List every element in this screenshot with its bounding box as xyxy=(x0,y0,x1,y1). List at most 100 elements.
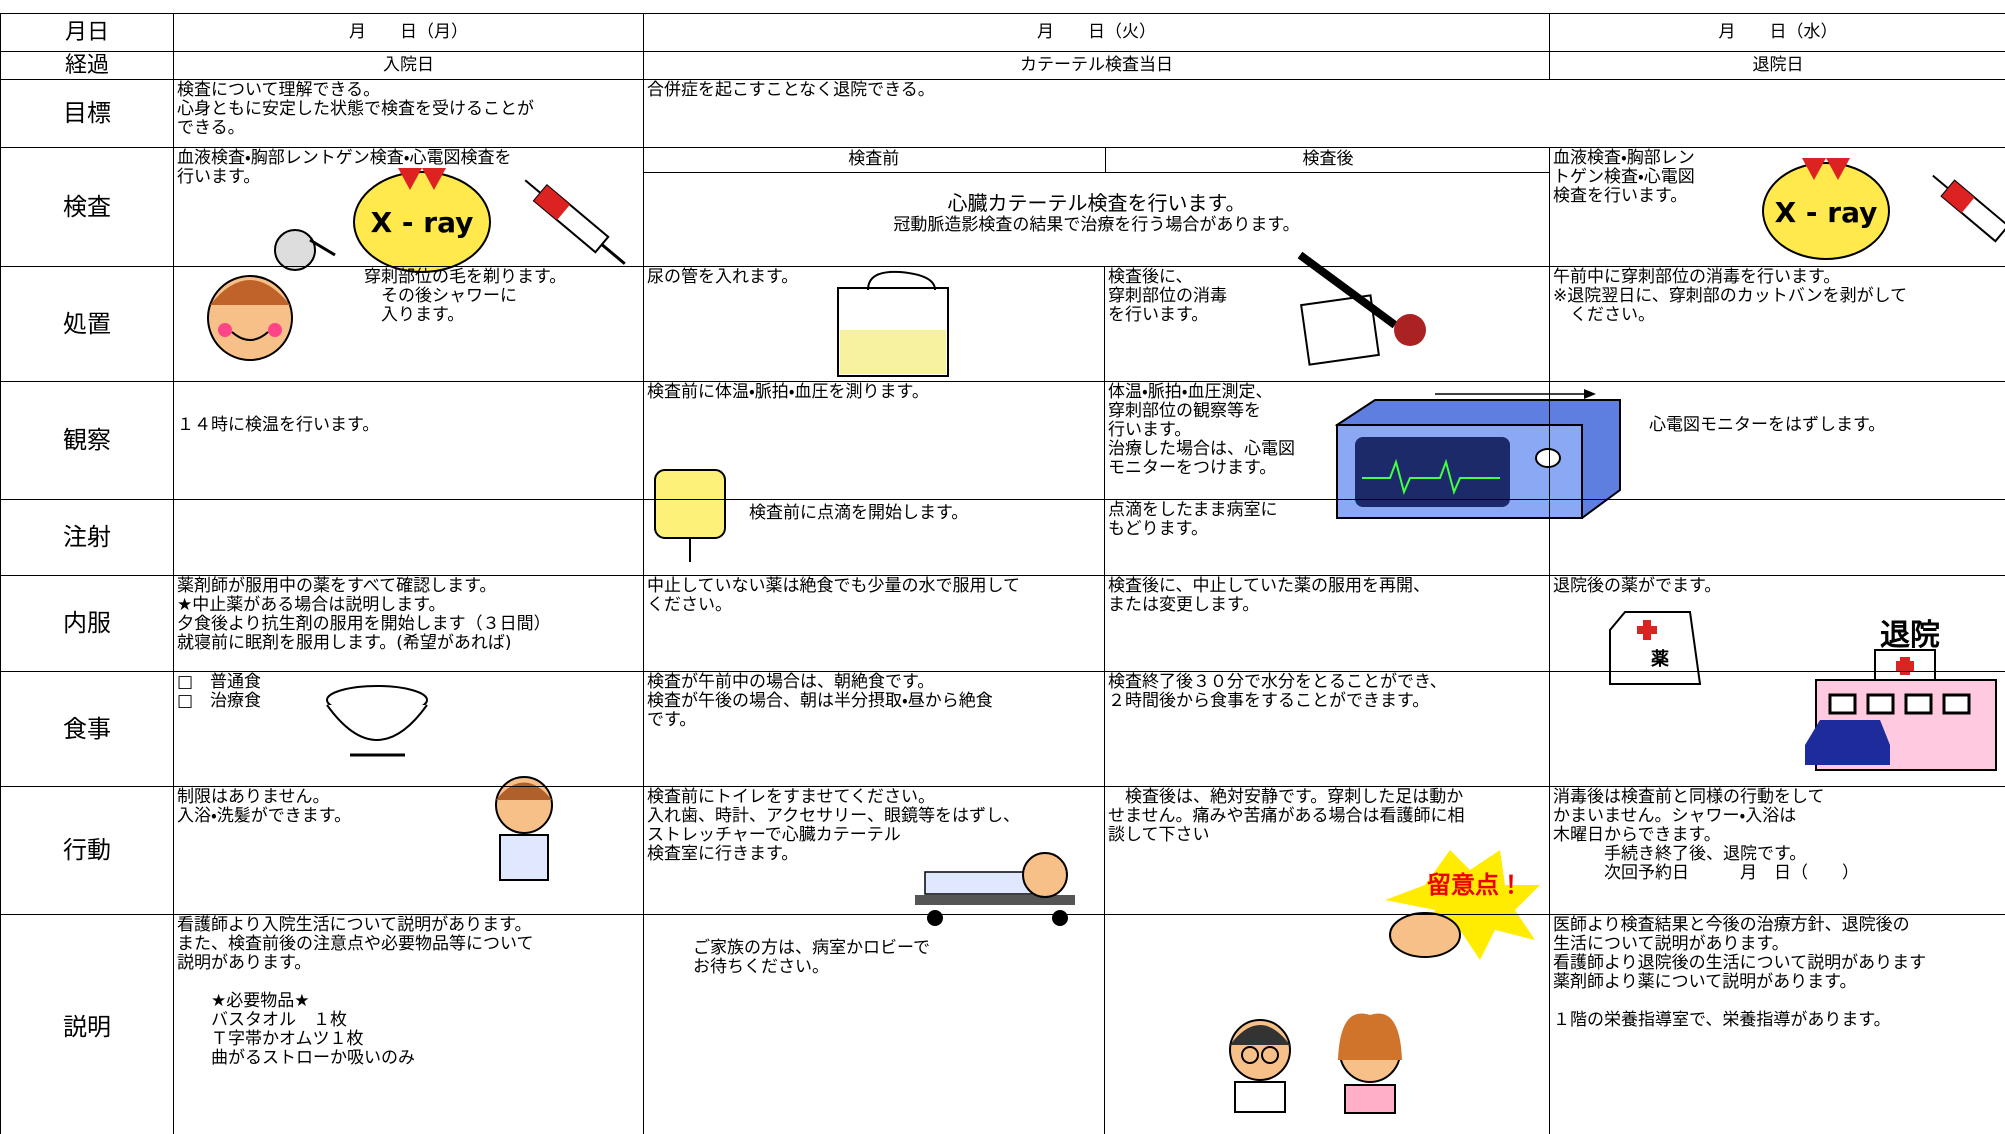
medicine-label: 薬 xyxy=(1651,649,1669,670)
row-label-cell: 食事 xyxy=(0,671,173,786)
table-cell: 検査が午前中の場合は、朝絶食です。 検査が午後の場合、朝は半分摂取・昼から絶食 … xyxy=(643,671,1104,786)
cell-text: 尿の管を入れます。 xyxy=(647,267,799,287)
cell-text: 検査 xyxy=(63,192,111,221)
table-cell: 薬剤師が服用中の薬をすべて確認します。 ★中止薬がある場合は説明します。 夕食後… xyxy=(173,575,643,671)
cell-text: 検査前にトイレをすませてください。 入れ歯、時計、アクセサリー、眼鏡等をはずし、… xyxy=(647,787,1020,864)
urine-bag-icon xyxy=(837,270,949,377)
table-cell xyxy=(1104,914,1549,1134)
cell-text: 血液検査・胸部レン トゲン検査・心電図 検査を行います。 xyxy=(1553,148,1695,206)
table-cell: ご家族の方は、病室かロビーで お待ちください。 xyxy=(643,914,1104,1134)
cell-text: 処置 xyxy=(63,309,111,338)
xray-label: X - ray xyxy=(1775,196,1878,229)
cell-text: 検査前に体温・脈拍・血圧を測ります。 xyxy=(647,382,929,402)
cell-text: 検査について理解できる。 心身ともに安定した状態で検査を受けることが できる。 xyxy=(177,80,534,138)
table-cell: 穿刺部位の毛を剃ります。 その後シャワーに 入ります。 xyxy=(173,266,643,381)
table-cell: 入院日 xyxy=(173,51,643,79)
row-label-cell: 目標 xyxy=(0,79,173,147)
cell-text: 月 日（火） xyxy=(1037,22,1156,42)
cell-text: 血液検査・胸部レントゲン検査・心電図検査を 行います。 xyxy=(177,148,512,187)
radiation-mark xyxy=(1802,158,1850,180)
cell-text: ご家族の方は、病室かロビーで お待ちください。 xyxy=(693,938,930,977)
sub-heading-cell: 検査前 xyxy=(642,147,1105,173)
table-cell: 検査前にトイレをすませてください。 入れ歯、時計、アクセサリー、眼鏡等をはずし、… xyxy=(643,786,1104,914)
table-cell: １４時に検温を行います。 xyxy=(173,381,643,499)
row-label-cell: 処置 xyxy=(0,266,173,381)
syringe-icon xyxy=(1932,174,2005,243)
arrow-head xyxy=(1584,389,1596,399)
cell-text: 注射 xyxy=(63,523,111,551)
table-cell: カテーテル検査当日 xyxy=(643,51,1549,79)
caution-label: 留意点！ xyxy=(1427,871,1523,899)
table-cell: 検査後は、絶対安静です。穿刺した足は動か せません。痛みや苦痛がある場合は看護師… xyxy=(1104,786,1549,914)
table-cell: 血液検査・胸部レン トゲン検査・心電図 検査を行います。 xyxy=(1549,147,2005,266)
table-cell xyxy=(1549,499,2005,575)
row-label-cell: 行動 xyxy=(0,786,173,914)
cell-text: 薬剤師が服用中の薬をすべて確認します。 ★中止薬がある場合は説明します。 夕食後… xyxy=(177,576,551,653)
table-cell: 検査前に体温・脈拍・血圧を測ります。 xyxy=(643,381,1104,499)
cell-text: 医師より検査結果と今後の治療方針、退院後の 生活について説明があります。 看護師… xyxy=(1553,915,1927,1030)
cell-text: 退院後の薬がでます。 xyxy=(1553,576,1722,596)
row-label-cell: 月日 xyxy=(0,13,173,51)
cell-text: １４時に検温を行います。 xyxy=(177,415,380,435)
table-cell: 月 日（火） xyxy=(643,13,1549,51)
table-cell: 制限はありません。 入浴・洗髪ができます。 xyxy=(173,786,643,914)
cell-text: 看護師より入院生活について説明があります。 また、検査前後の注意点や必要物品等に… xyxy=(177,915,534,1068)
cell-text: 検査前に点滴を開始します。 xyxy=(749,503,969,523)
medicine-bag-icon: 薬 xyxy=(1609,611,1702,685)
table-cell: 看護師より入院生活について説明があります。 また、検査前後の注意点や必要物品等に… xyxy=(173,914,643,1134)
cell-text: 月日 xyxy=(64,20,109,45)
xray-icon xyxy=(1762,162,1890,260)
table-cell: 点滴をしたまま病室に もどります。 xyxy=(1104,499,1549,575)
row-label-cell: 注射 xyxy=(0,499,173,575)
cell-text: 検査終了後３０分で水分をとることができ、 ２時間後から食事をすることができます。 xyxy=(1108,672,1447,711)
table-cell: 退院後の薬がでます。 xyxy=(1549,575,2005,671)
cell-text: 入院日 xyxy=(383,55,434,75)
cell-text: 体温・脈拍・血圧測定、 穿刺部位の観察等を 行います。 治療した場合は、心電図 … xyxy=(1108,382,1295,478)
row-label-cell: 観察 xyxy=(0,381,173,499)
cell-text: 点滴をしたまま病室に もどります。 xyxy=(1108,500,1278,539)
cell-text: □ 普通食 □ 治療食 xyxy=(177,672,262,711)
cell-text: 説明 xyxy=(63,1013,111,1041)
iv-bag-icon xyxy=(654,469,726,562)
hospital-icon: 退院 xyxy=(1805,618,1997,771)
table-cell: 心電図モニターをはずします。 xyxy=(1549,381,2005,499)
cell-text: 午前中に穿刺部位の消毒を行います。 ※退院翌日に、穿刺部のカットバンを剥がして … xyxy=(1553,267,1908,325)
table-cell: 中止していない薬は絶食でも少量の水で服用して ください。 xyxy=(643,575,1104,671)
cell-text: 行動 xyxy=(63,836,111,864)
shower-icon xyxy=(274,229,336,271)
child-icon xyxy=(207,275,293,361)
cell-text: 穿刺部位の毛を剃ります。 その後シャワーに 入ります。 xyxy=(364,267,567,325)
row-label-cell: 経過 xyxy=(0,51,173,79)
row-label-cell: 検査 xyxy=(0,147,173,266)
table-cell: 検査について理解できる。 心身ともに安定した状態で検査を受けることが できる。 xyxy=(173,79,643,147)
table-cell: 検査前に点滴を開始します。 xyxy=(643,499,1104,575)
table-cell: 月 日（月） xyxy=(173,13,643,51)
table-cell: 検査後に、 穿刺部位の消毒 を行います。 xyxy=(1104,266,1549,381)
cell-text: 目標 xyxy=(63,99,111,127)
table-cell: 消毒後は検査前と同様の行動をして かまいません。シャワー・入浴は 木曜日からでき… xyxy=(1549,786,2005,914)
table-cell: 医師より検査結果と今後の治療方針、退院後の 生活について説明があります。 看護師… xyxy=(1549,914,2005,1134)
table-cell: 合併症を起こすことなく退院できる。 xyxy=(643,79,2005,147)
cell-text: 食事 xyxy=(63,714,111,743)
discharge-label: 退院 xyxy=(1880,618,1940,653)
cell-text: 心電図モニターをはずします。 xyxy=(1649,415,1886,435)
cell-text: 検査後は、絶対安静です。穿刺した足は動か せません。痛みや苦痛がある場合は看護師… xyxy=(1108,787,1465,845)
table-cell: 午前中に穿刺部位の消毒を行います。 ※退院翌日に、穿刺部のカットバンを剥がして … xyxy=(1549,266,2005,381)
table-cell xyxy=(173,499,643,575)
cell-text: 検査後に、中止していた薬の服用を再開、 または変更します。 xyxy=(1108,576,1430,615)
cell-text: 月 日（水） xyxy=(1718,22,1838,42)
cell-text: 心臓カテーテル検査を行います。 xyxy=(947,191,1246,215)
row-label-cell: 説明 xyxy=(0,914,173,1134)
xray-icon xyxy=(353,171,491,273)
cell-text: 検査後 xyxy=(1302,148,1354,169)
doctor-icon xyxy=(1229,1019,1291,1113)
sub-heading-cell: 検査後 xyxy=(1105,146,1550,173)
cell-text: 内服 xyxy=(63,609,111,637)
cell-text: 観察 xyxy=(63,426,111,454)
cell-text: 制限はありません。 入浴・洗髪ができます。 xyxy=(177,787,352,826)
table-cell: 検査前 検査後 心臓カテーテル検査を行います。 冠動脈造影検査の結果で治療を行う場合が… xyxy=(642,146,1550,266)
cell-text: 検査前 xyxy=(848,148,900,169)
table-cell: 血液検査・胸部レントゲン検査・心電図検査を 行います。 xyxy=(173,147,643,266)
